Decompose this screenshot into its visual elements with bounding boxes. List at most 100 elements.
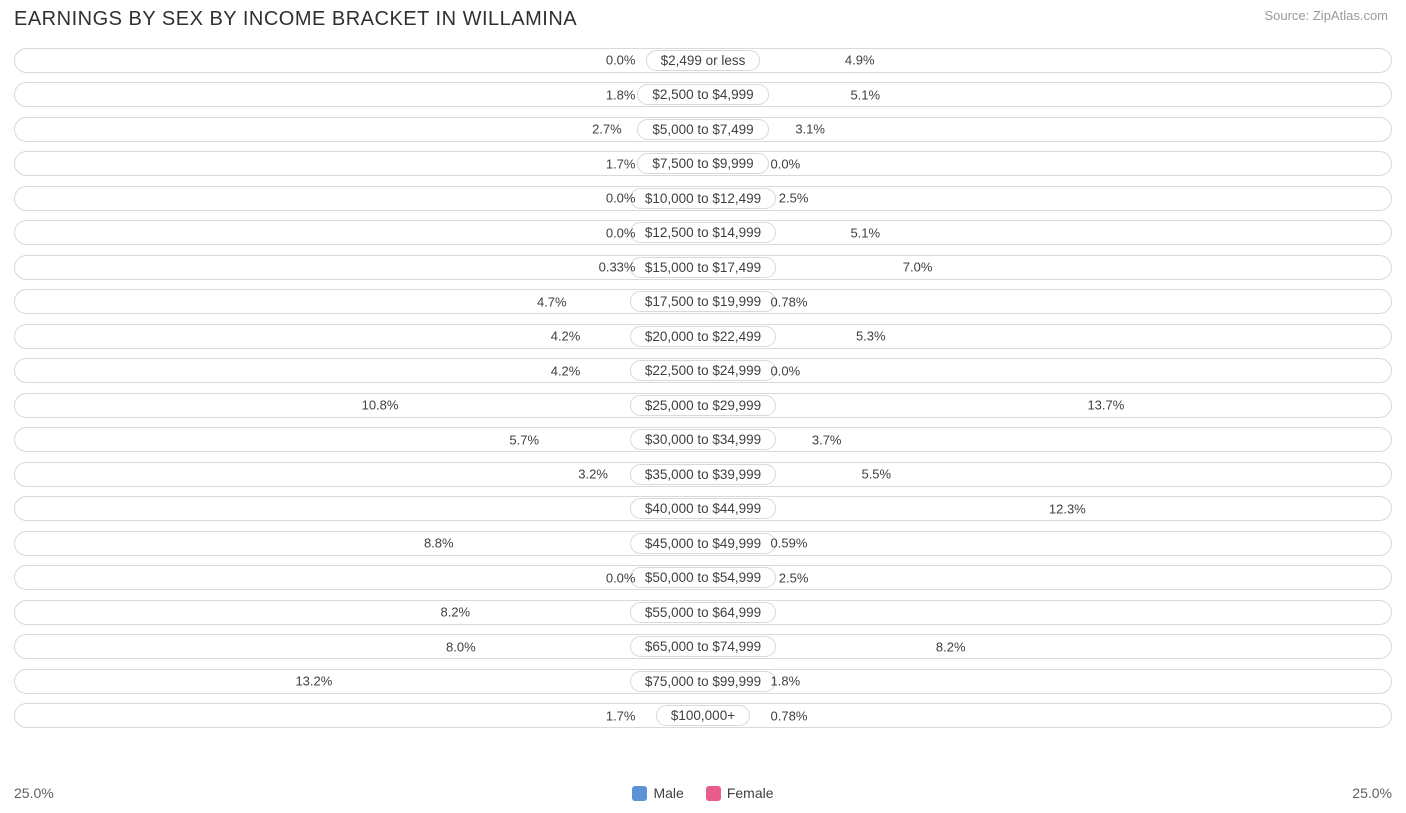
row-track: $2,500 to $4,999 [14,82,1392,107]
value-label-female: 3.7% [812,432,842,447]
row-track: $30,000 to $34,999 [14,427,1392,452]
value-label-male: 0.0% [606,191,636,206]
row-track: $15,000 to $17,499 [14,255,1392,280]
category-label: $20,000 to $22,499 [630,326,776,347]
chart-row: $40,000 to $44,999 21.0% 12.3% [14,492,1392,527]
category-label: $17,500 to $19,999 [630,291,776,312]
chart-row: $50,000 to $54,9990.0% 2.5% [14,561,1392,596]
axis-max-right: 25.0% [1352,785,1392,801]
legend-item-female: Female [706,785,774,801]
row-track: $25,000 to $29,999 [14,393,1392,418]
category-label: $22,500 to $24,999 [630,360,776,381]
value-label-female: 5.3% [856,329,886,344]
value-label-male: 21.0% [152,501,189,516]
chart-row: $55,000 to $64,999 8.2% 17.2% [14,595,1392,630]
row-track: $50,000 to $54,999 [14,565,1392,590]
chart-row: $2,500 to $4,9991.8% 5.1% [14,78,1392,113]
legend-label-female: Female [727,785,774,801]
chart-row: $2,499 or less0.0% 4.9% [14,43,1392,78]
value-label-male: 10.8% [362,398,399,413]
chart-title: EARNINGS BY SEX BY INCOME BRACKET IN WIL… [14,8,577,31]
category-label: $7,500 to $9,999 [637,153,768,174]
chart-row: $25,000 to $29,99910.8% 13.7% [14,388,1392,423]
row-track: $2,499 or less [14,48,1392,73]
chart-row: $7,500 to $9,9991.7% 0.0% [14,147,1392,182]
value-label-male: 1.7% [606,156,636,171]
chart-row: $75,000 to $99,99913.2%1.8% [14,664,1392,699]
chart-row: $22,500 to $24,9994.2%0.0% [14,354,1392,389]
row-track: $20,000 to $22,499 [14,324,1392,349]
category-label: $30,000 to $34,999 [630,429,776,450]
row-track: $17,500 to $19,999 [14,289,1392,314]
value-label-male: 0.0% [606,570,636,585]
chart-row: $12,500 to $14,9990.0%5.1% [14,216,1392,251]
chart-row: $30,000 to $34,999 5.7% 3.7% [14,423,1392,458]
category-label: $15,000 to $17,499 [630,257,776,278]
chart-row: $17,500 to $19,9994.7%0.78% [14,285,1392,320]
row-track: $65,000 to $74,999 [14,634,1392,659]
value-label-female: 0.0% [771,156,801,171]
value-label-female: 13.7% [1087,398,1124,413]
value-label-female: 0.59% [771,536,808,551]
row-track: $45,000 to $49,999 [14,531,1392,556]
chart-row: $65,000 to $74,999 8.0% 8.2% [14,630,1392,665]
row-track: $12,500 to $14,999 [14,220,1392,245]
row-track: $22,500 to $24,999 [14,358,1392,383]
value-label-female: 1.8% [771,674,801,689]
chart-row: $20,000 to $22,499 4.2% 5.3% [14,319,1392,354]
value-label-male: 1.8% [606,87,636,102]
value-label-female: 2.5% [779,570,809,585]
category-label: $5,000 to $7,499 [637,119,768,140]
value-label-female: 12.3% [1049,501,1086,516]
chart-row: $100,000+ 1.7% 0.78% [14,699,1392,734]
row-track: $100,000+ [14,703,1392,728]
row-track: $40,000 to $44,999 [14,496,1392,521]
value-label-male: 0.33% [599,260,636,275]
category-label: $40,000 to $44,999 [630,498,776,519]
category-label: $45,000 to $49,999 [630,533,776,554]
value-label-female: 4.9% [845,53,875,68]
chart-header: EARNINGS BY SEX BY INCOME BRACKET IN WIL… [0,0,1406,43]
value-label-male: 8.0% [446,639,476,654]
value-label-male: 8.2% [440,605,470,620]
row-track: $10,000 to $12,499 [14,186,1392,211]
row-track: $35,000 to $39,999 [14,462,1392,487]
category-label: $50,000 to $54,999 [630,567,776,588]
value-label-female: 0.78% [771,294,808,309]
chart-footer: 25.0% Male Female 25.0% [14,785,1392,801]
category-label: $10,000 to $12,499 [630,188,776,209]
chart-row: $10,000 to $12,4990.0% 2.5% [14,181,1392,216]
value-label-female: 7.0% [903,260,933,275]
axis-max-left: 25.0% [14,785,54,801]
value-label-male: 4.2% [551,329,581,344]
value-label-male: 8.8% [424,536,454,551]
value-label-male: 4.2% [551,363,581,378]
category-label: $55,000 to $64,999 [630,602,776,623]
chart-source: Source: ZipAtlas.com [1264,8,1388,23]
category-label: $65,000 to $74,999 [630,636,776,657]
row-track: $7,500 to $9,999 [14,151,1392,176]
value-label-female: 3.1% [795,122,825,137]
chart-row: $15,000 to $17,4990.33% 7.0% [14,250,1392,285]
value-label-male: 3.2% [578,467,608,482]
value-label-male: 13.2% [295,674,332,689]
value-label-male: 0.0% [606,53,636,68]
value-label-female: 5.5% [861,467,891,482]
chart-area: $2,499 or less0.0%4.9%$2,500 to $4,9991.… [0,43,1406,733]
value-label-male: 5.7% [509,432,539,447]
chart-row: $35,000 to $39,999 3.2% 5.5% [14,457,1392,492]
legend-swatch-female [706,786,721,801]
category-label: $2,500 to $4,999 [637,84,768,105]
value-label-female: 5.1% [850,87,880,102]
value-label-male: 1.7% [606,708,636,723]
value-label-female: 8.2% [936,639,966,654]
category-label: $100,000+ [656,705,750,726]
value-label-female: 2.5% [779,191,809,206]
value-label-female: 0.78% [771,708,808,723]
value-label-female: 5.1% [850,225,880,240]
category-label: $35,000 to $39,999 [630,464,776,485]
value-label-male: 2.7% [592,122,622,137]
legend-label-male: Male [653,785,683,801]
row-track: $55,000 to $64,999 [14,600,1392,625]
value-label-female: 17.2% [1113,605,1150,620]
